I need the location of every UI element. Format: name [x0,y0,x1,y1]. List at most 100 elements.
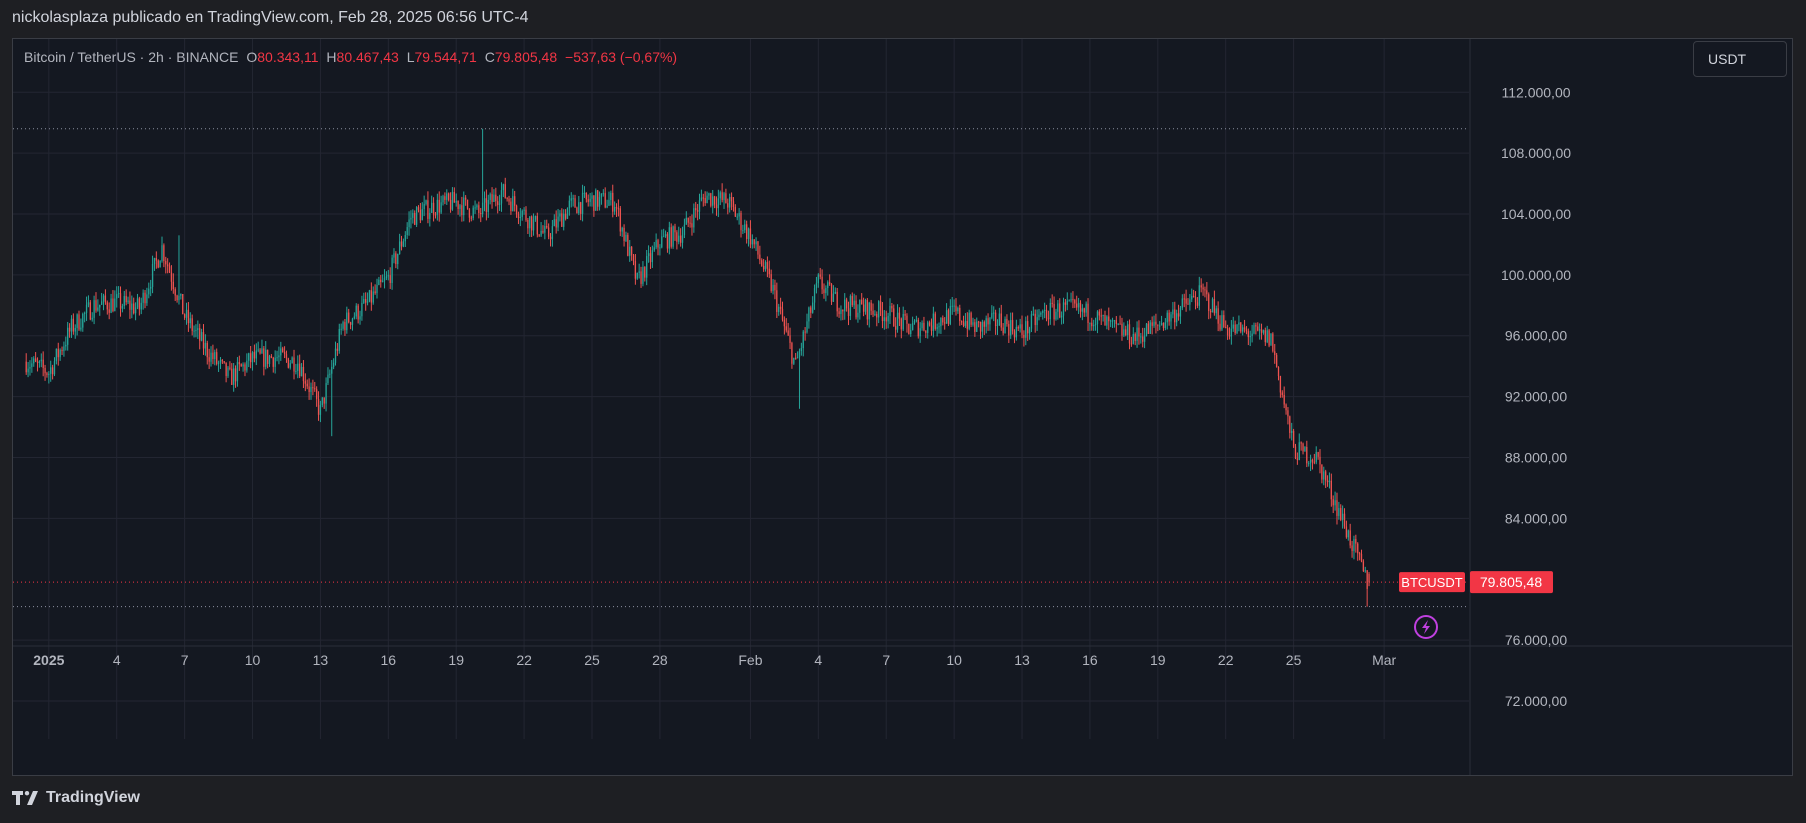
candle [404,231,406,248]
candle-body [308,386,310,392]
candle-body [432,202,435,215]
candle [366,292,369,306]
tradingview-logo[interactable]: TradingView [12,789,140,807]
candle-body [1021,324,1023,335]
candle [1345,520,1348,539]
candle-body [815,283,818,289]
candle-body [574,198,576,208]
candle [498,194,501,212]
candle-body [828,282,831,285]
candle [581,184,584,222]
candle-body [317,398,320,415]
candle-body [1091,322,1093,327]
candle-body [67,327,69,345]
candle-body [696,210,699,212]
candle-body [249,353,252,363]
candle-body [1260,329,1263,333]
candle [493,189,495,202]
candle-body [1119,323,1121,325]
currency-button[interactable]: USDT [1693,41,1787,77]
candle-body [53,361,56,375]
candle-body [770,274,772,291]
candle [487,194,489,218]
candle [400,235,403,251]
candle [234,365,237,388]
candle-body [1247,331,1249,338]
candle [1145,323,1148,337]
candle-body [68,327,71,332]
candle-body [934,313,936,329]
chart-panel[interactable]: 112.000,00 108.000,00 104.000,00 100.000,00… [12,38,1793,776]
candle [1032,306,1034,316]
candle-body [619,208,621,232]
ticker-tag-label: BTCUSDT [1401,575,1462,590]
candle [561,208,563,227]
candle-body [1366,570,1368,589]
candle-body [476,205,478,208]
candle [932,306,935,338]
candle-body [945,310,948,324]
candle [1013,329,1016,344]
candle [325,377,327,412]
candle [255,343,257,366]
candle [353,312,356,320]
candle-body [438,199,440,213]
candle-body [1274,351,1276,355]
candle [706,191,708,204]
low-label: L [406,49,415,65]
candle-body [404,235,406,242]
candle-body [1106,316,1108,326]
candle [1355,534,1357,553]
candle [896,304,899,333]
candle [187,302,190,332]
candle-body [779,306,782,309]
candle [1277,366,1280,381]
candle [512,188,514,212]
candle-body [297,363,299,371]
candle [1351,540,1353,558]
candle-body [679,235,682,243]
time-tick-label: 4 [113,652,121,668]
candle [134,302,137,321]
candle-body [146,294,148,304]
price-axis[interactable]: 112.000,00 108.000,00 104.000,00 100.000,00… [1501,84,1571,709]
candle [830,283,833,305]
candle [857,304,859,323]
lightning-icon[interactable] [1414,615,1438,639]
candle-body [1189,299,1191,305]
candle [838,307,840,318]
candle [359,310,361,325]
candle [844,293,846,320]
candle [1191,288,1193,303]
candle-body [29,367,31,369]
candle [1217,301,1219,332]
candle [1219,315,1221,332]
candle-body [380,279,382,283]
candle-body [374,291,376,294]
candle [1091,317,1093,331]
candle [1109,319,1112,328]
candle-body [1123,329,1125,336]
candle [921,320,923,331]
candle [1223,310,1225,329]
candle [1238,315,1240,332]
candle [749,220,752,249]
candle [1300,441,1302,451]
candle [472,205,474,221]
candle [638,263,640,279]
candle [1306,440,1308,468]
candle [540,222,542,237]
candle [287,357,290,369]
candle [580,201,582,221]
candle [1081,304,1084,321]
candle [879,295,882,317]
symbol-label[interactable]: Bitcoin / TetherUS · 2h · BINANCE [24,49,239,65]
candle-body [536,216,538,235]
candle [259,348,261,355]
candle-body [802,331,804,349]
alert-button[interactable] [1414,615,1438,639]
candle [1117,323,1119,326]
time-axis[interactable]: 2025 4 7 10 13 16 19 22 25 28 Feb 4 7 10 13 16 19 22 25 Mar [33,652,1396,668]
candlestick-chart[interactable]: 112.000,00 108.000,00 104.000,00 100.000,00… [13,39,1793,776]
candle-body [698,200,701,212]
